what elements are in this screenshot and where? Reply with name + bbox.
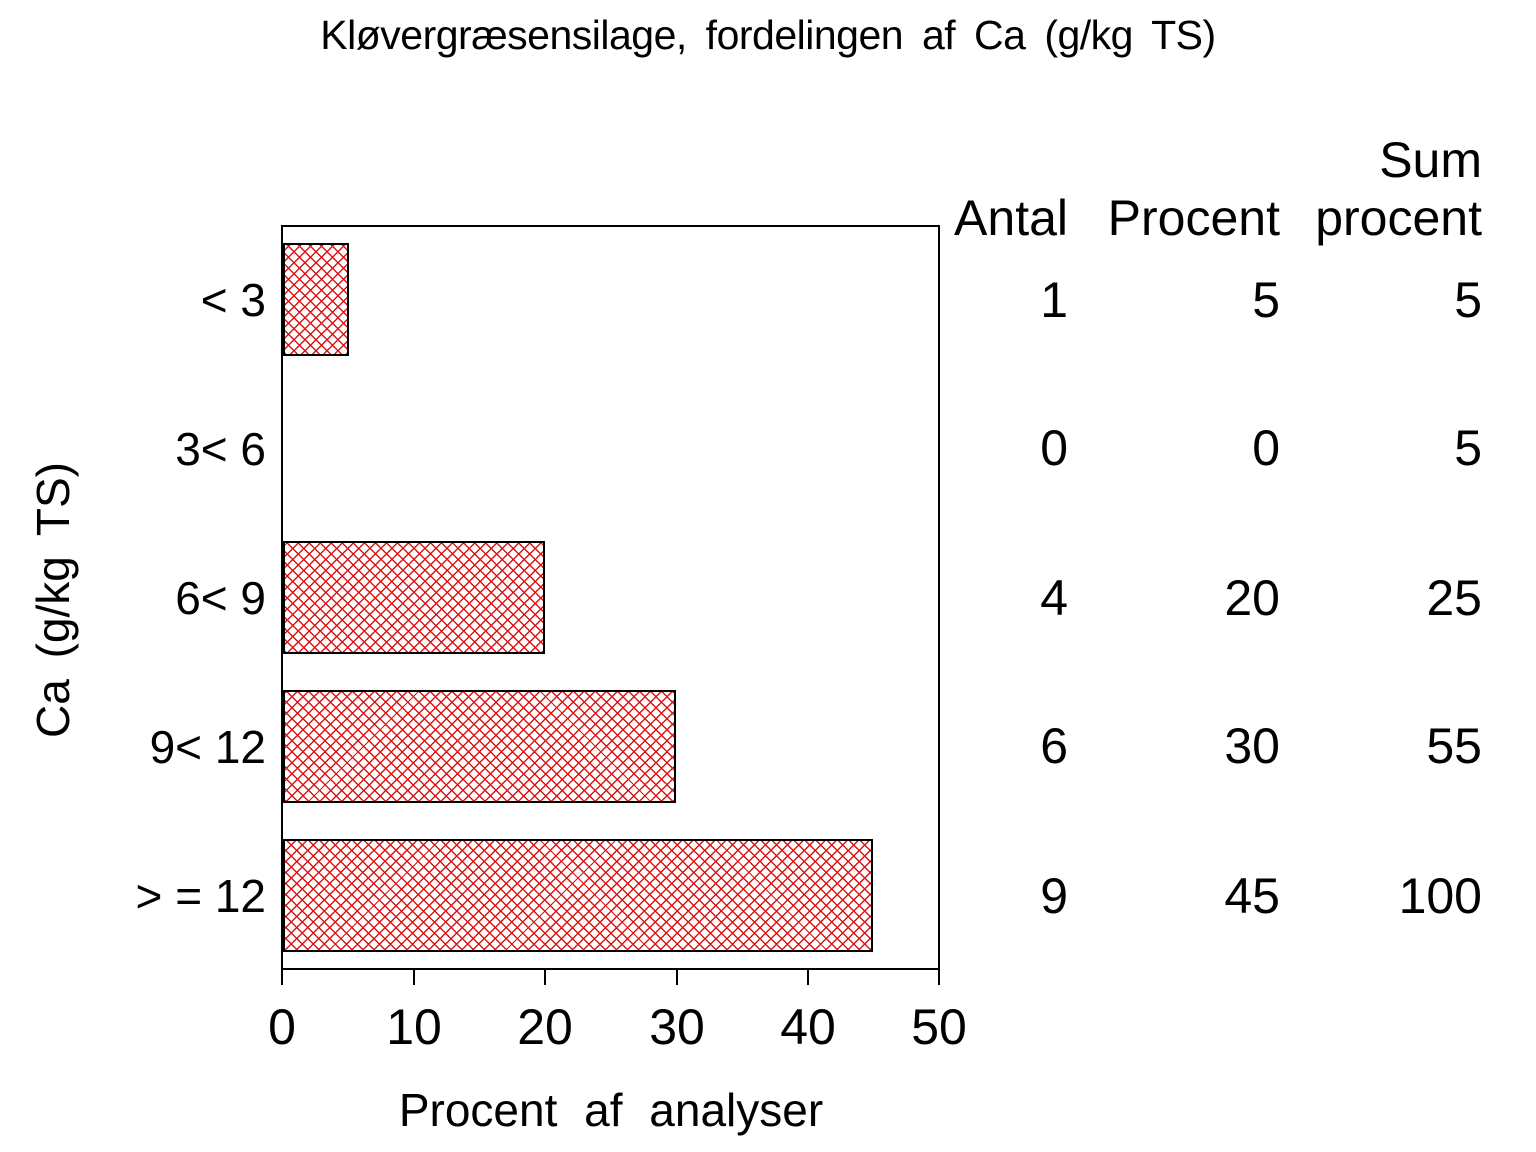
table-cell-sum-procent: 100 xyxy=(1398,868,1482,924)
bar-2 xyxy=(283,541,545,654)
x-axis-tick xyxy=(676,970,678,985)
y-tick-label: < 3 xyxy=(200,274,266,326)
y-tick-label: 6< 9 xyxy=(175,572,266,624)
y-tick-label: 3< 6 xyxy=(175,423,266,475)
table-cell-procent: 5 xyxy=(1252,272,1280,328)
table-cell-antal: 9 xyxy=(1040,868,1068,924)
table-cell-antal: 0 xyxy=(1040,420,1068,476)
table-cell-antal: 1 xyxy=(1040,272,1068,328)
table-cell-antal: 4 xyxy=(1040,570,1068,626)
plot-area xyxy=(281,225,940,970)
x-axis-tick xyxy=(938,970,940,985)
chart-title: Kløvergræsensilage, fordelingen af Ca (g… xyxy=(320,12,1216,58)
table-header-sum-line2: procent xyxy=(1315,190,1482,246)
x-tick-label: 40 xyxy=(780,999,836,1055)
x-tick-label: 20 xyxy=(517,999,573,1055)
x-axis-tick xyxy=(281,970,283,985)
y-tick-label: 9< 12 xyxy=(149,721,266,773)
table-cell-procent: 45 xyxy=(1224,868,1280,924)
table-cell-procent: 0 xyxy=(1252,420,1280,476)
table-header-sum-line1: Sum xyxy=(1379,132,1482,188)
y-tick-label: > = 12 xyxy=(135,870,266,922)
x-axis-title: Procent af analyser xyxy=(398,1084,824,1136)
table-header-antal: Antal xyxy=(954,190,1068,246)
x-tick-label: 30 xyxy=(649,999,705,1055)
x-tick-label: 50 xyxy=(911,999,967,1055)
bar-3 xyxy=(283,690,676,803)
x-tick-label: 0 xyxy=(268,999,296,1055)
table-cell-procent: 20 xyxy=(1224,570,1280,626)
table-cell-procent: 30 xyxy=(1224,718,1280,774)
x-axis-tick xyxy=(807,970,809,985)
bar-4 xyxy=(283,839,873,952)
table-cell-sum-procent: 25 xyxy=(1426,570,1482,626)
table-cell-antal: 6 xyxy=(1040,718,1068,774)
table-cell-sum-procent: 5 xyxy=(1454,420,1482,476)
x-tick-label: 10 xyxy=(386,999,442,1055)
bar-0 xyxy=(283,243,349,356)
table-cell-sum-procent: 55 xyxy=(1426,718,1482,774)
x-axis-tick xyxy=(413,970,415,985)
table-cell-sum-procent: 5 xyxy=(1454,272,1482,328)
x-axis-tick xyxy=(544,970,546,985)
table-header-procent: Procent xyxy=(1107,190,1280,246)
